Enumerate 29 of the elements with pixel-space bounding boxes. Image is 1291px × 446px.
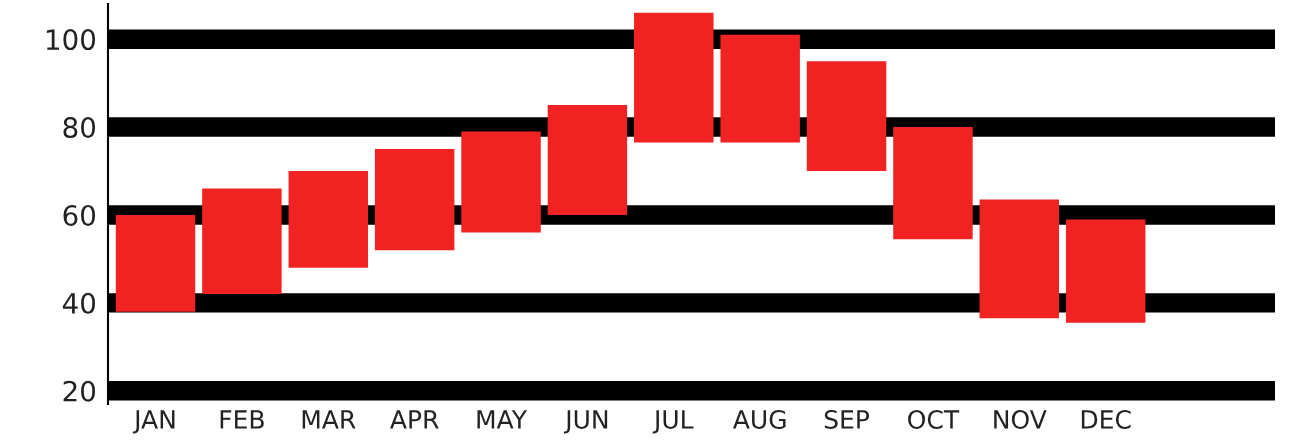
- bar: [547, 105, 628, 215]
- x-tick-label: OCT: [908, 410, 960, 429]
- x-tick-label: SEP: [824, 410, 870, 429]
- x-tick-label: AUG: [732, 410, 786, 429]
- x-tick-label: MAR: [302, 410, 356, 429]
- x-tick-label: FEB: [220, 410, 264, 429]
- bar: [202, 188, 282, 295]
- x-tick-label: NOV: [994, 410, 1047, 429]
- x-tick-label: APR: [390, 410, 439, 429]
- bar: [893, 127, 973, 240]
- x-tick-label: JAN: [132, 410, 175, 434]
- y-tick-label: 20: [63, 380, 96, 402]
- y-tick-label: 100: [46, 29, 96, 51]
- y-tick-label: 80: [63, 117, 96, 139]
- x-tick-label: JUL: [652, 410, 694, 434]
- bar: [720, 34, 800, 143]
- bar: [979, 199, 1060, 319]
- y-tick-label: 40: [62, 292, 96, 314]
- bar: [115, 214, 196, 312]
- x-tick-label: MAY: [477, 410, 528, 429]
- y-tick-label: 60: [63, 204, 96, 226]
- bar: [806, 61, 887, 172]
- bar: [288, 171, 369, 268]
- bar: [1065, 219, 1146, 323]
- x-tick-label: DEC: [1081, 410, 1131, 429]
- bar: [374, 149, 455, 251]
- x-tick-label: JUN: [563, 410, 608, 434]
- bar: [461, 131, 541, 233]
- bar: [634, 12, 714, 143]
